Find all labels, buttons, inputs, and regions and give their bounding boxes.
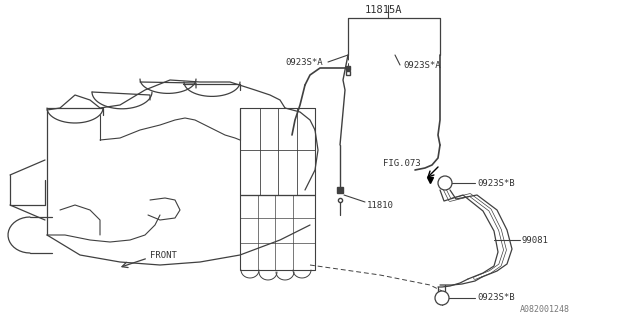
Text: A082001248: A082001248 bbox=[520, 306, 570, 315]
Circle shape bbox=[435, 291, 449, 305]
Text: 99081: 99081 bbox=[522, 236, 549, 244]
Text: 11810: 11810 bbox=[367, 201, 394, 210]
Text: FIG.073: FIG.073 bbox=[383, 158, 420, 167]
Circle shape bbox=[438, 176, 452, 190]
Text: FRONT: FRONT bbox=[150, 252, 177, 260]
Text: 0923S*B: 0923S*B bbox=[477, 293, 515, 302]
Text: 0923S*A: 0923S*A bbox=[403, 60, 440, 69]
Text: 0923S*B: 0923S*B bbox=[477, 179, 515, 188]
Text: 0923S*A: 0923S*A bbox=[285, 58, 323, 67]
Text: 11815A: 11815A bbox=[365, 5, 403, 15]
